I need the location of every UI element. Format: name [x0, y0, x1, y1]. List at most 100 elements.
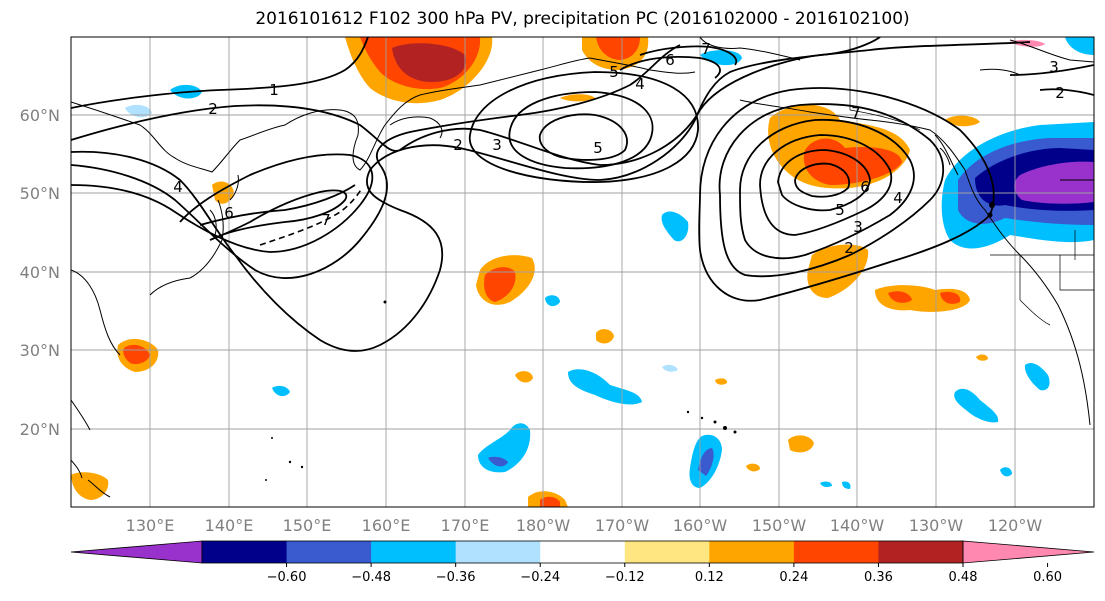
lat-label: 50°N [20, 184, 60, 203]
contour-label: 4 [893, 189, 903, 207]
colorbar-tick-label: 0.12 [695, 570, 724, 585]
precip-negative-area [698, 448, 714, 476]
lon-label: 160°E [362, 516, 411, 535]
contour-label: 2 [453, 136, 463, 154]
precip-positive-area [945, 115, 980, 127]
colorbar-segment [878, 541, 964, 563]
precip-positive-area [392, 43, 466, 82]
colorbar-tick-label: −0.36 [436, 570, 476, 585]
colorbar-segment [709, 541, 795, 563]
precip-positive-area [596, 37, 640, 60]
contour-label: 3 [853, 218, 863, 236]
lon-label: 130°E [126, 516, 175, 535]
colorbar-segment [286, 541, 372, 563]
colorbar-outline [201, 540, 964, 564]
precip-negative-area [1024, 363, 1050, 391]
contour-labels: 1 2 2 3 3 4 4 5 5 6 6 7 7 2 3 4 5 6 7 2 [173, 40, 1065, 257]
longitude-labels: 130°E 140°E 150°E 160°E 170°E 180°W 170°… [126, 516, 1043, 535]
colorbar-extend-max [962, 540, 1095, 564]
precip-negative-area [820, 481, 832, 487]
contour-label: 1 [269, 81, 279, 99]
pv-contour-dashed [259, 187, 363, 246]
map-frame [70, 36, 1095, 508]
lat-label: 60°N [20, 106, 60, 125]
lat-label: 30°N [20, 341, 60, 360]
lon-label: 160°W [673, 516, 728, 535]
colorbar-segment [793, 541, 879, 563]
precip-positive-area [976, 354, 988, 361]
precip-positive-area [596, 329, 614, 344]
precip-negative-area [661, 211, 689, 242]
contour-label: 3 [492, 136, 502, 154]
colorbar-tick-label: 0.60 [1033, 570, 1062, 585]
precip-positive-area [746, 463, 760, 472]
contour-label: 5 [609, 63, 619, 81]
latitude-labels: 60°N 50°N 40°N 30°N 20°N [20, 106, 60, 439]
lon-label: 170°E [441, 516, 490, 535]
contour-label: 2 [208, 100, 218, 118]
contour-label: 4 [635, 75, 645, 93]
colorbar-segment [540, 541, 626, 563]
contour-label: 3 [1049, 58, 1059, 76]
lon-label: 150°W [752, 516, 807, 535]
precip-negative-area [125, 104, 152, 118]
contour-label: 2 [844, 239, 854, 257]
pv-contours [71, 37, 1094, 352]
precip-positive-area [540, 496, 560, 507]
lon-label: 150°E [283, 516, 332, 535]
precip-positive-area [715, 378, 728, 385]
contour-label: 6 [665, 51, 675, 69]
precip-negative-area [545, 295, 560, 307]
lon-label: 120°W [988, 516, 1043, 535]
colorbar-tick-label: −0.12 [605, 570, 645, 585]
map-layers: 1 2 2 3 3 4 4 5 5 6 6 7 7 2 3 4 5 6 7 2 [71, 37, 1094, 507]
contour-label: 2 [1055, 84, 1065, 102]
precip-positive-area [71, 472, 109, 500]
colorbar-segment [455, 541, 541, 563]
lon-label: 170°W [595, 516, 650, 535]
map-title: 2016101612 F102 300 hPa PV, precipitatio… [255, 9, 910, 29]
precip-negative-area [662, 364, 678, 372]
contour-label: 7 [851, 104, 861, 122]
contour-label: 7 [321, 211, 331, 229]
colorbar-tick-label: 0.24 [779, 570, 808, 585]
contour-label: 6 [224, 204, 234, 222]
precip-positive-area [888, 291, 912, 303]
precip-negative-area [954, 388, 999, 423]
lat-label: 20°N [20, 420, 60, 439]
contour-label: 5 [835, 201, 845, 219]
precip-positive-area [807, 244, 869, 298]
colorbar-tick-label: 0.36 [864, 570, 893, 585]
colorbar-tick-label: −0.60 [267, 570, 307, 585]
colorbar-tick-label: 0.48 [949, 570, 978, 585]
precip-negative-area [1000, 467, 1012, 477]
precip-negative-area [272, 385, 290, 397]
contour-label: 7 [701, 40, 711, 58]
colorbar: −0.60 −0.48 −0.36 −0.24 −0.12 0.12 0.24 0.36 0.4… [70, 540, 1095, 585]
coastlines [71, 37, 1094, 498]
lat-label: 40°N [20, 263, 60, 282]
precip-positive-area [515, 371, 533, 383]
contour-label: 4 [173, 178, 183, 196]
colorbar-tick-label: −0.48 [351, 570, 391, 585]
precip-negative-area [842, 481, 851, 489]
contour-label: 6 [860, 178, 870, 196]
precip-positive-area [788, 435, 814, 453]
country-borders [849, 37, 1094, 326]
precip-positive-area [560, 94, 595, 102]
colorbar-segment [371, 541, 457, 563]
precip-positive-area [940, 291, 961, 304]
lon-label: 180°W [516, 516, 571, 535]
colorbar-segment [202, 541, 288, 563]
colorbar-segment [624, 541, 710, 563]
contour-label: 5 [593, 139, 603, 157]
colorbar-tick-label: −0.24 [520, 570, 560, 585]
precip-negative-area [488, 456, 508, 467]
colorbar-extend-min [70, 540, 203, 564]
lon-label: 130°W [909, 516, 964, 535]
precip-negative-area [1010, 39, 1045, 47]
lon-label: 140°W [830, 516, 885, 535]
precip-positive-area [484, 267, 516, 302]
precip-negative-area [1065, 37, 1094, 55]
